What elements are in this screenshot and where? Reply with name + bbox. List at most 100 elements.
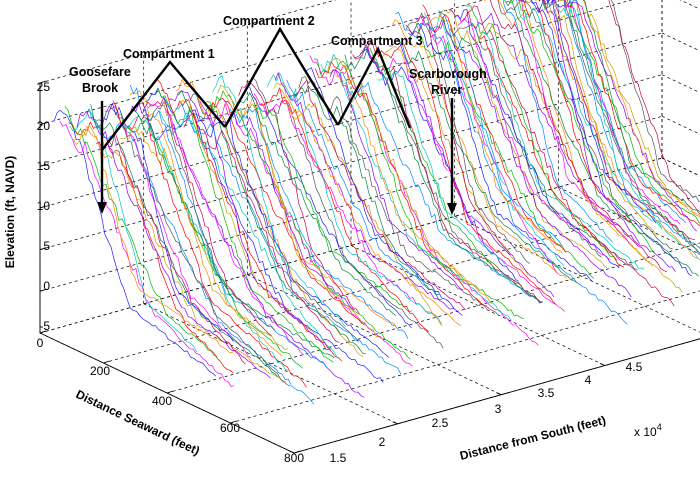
profile-line: [163, 98, 329, 349]
y-tick: [599, 363, 606, 366]
profile-line: [155, 88, 334, 363]
scarborough-arrow-head: [447, 203, 457, 215]
y-tick-label: 3: [495, 402, 502, 416]
y-tick-label: 3.5: [538, 386, 555, 400]
profile-line: [129, 84, 328, 369]
profile-line: [359, 48, 519, 282]
compartment-3-callout: [336, 46, 412, 129]
profile-line: [288, 85, 442, 300]
x-axis-label: Distance Seaward (feet): [74, 387, 202, 458]
profile-line: [335, 75, 492, 304]
y-tick-label: 2.5: [432, 416, 449, 430]
profile-line: [112, 100, 307, 388]
profile-line: [454, 8, 620, 269]
z-tick-labels: 25 20 15 10 5 0 -5: [37, 80, 51, 333]
profile-line: [582, 0, 700, 212]
profile-line: [68, 121, 234, 374]
profile-line: [304, 67, 455, 309]
x-tick: [166, 390, 174, 394]
annotation-compartment-1: Compartment 1: [123, 47, 215, 61]
profile-line: [457, 17, 611, 260]
profile-line: [505, 0, 655, 253]
profile-line: [298, 76, 500, 316]
y-tick-label: 1.5: [330, 451, 347, 465]
profile-line: [388, 39, 555, 298]
profile-line: [502, 0, 613, 243]
profile-line: [168, 90, 331, 350]
x-tick-label: 800: [284, 451, 304, 465]
annotation-goosefare: Goosefare: [69, 65, 131, 79]
profile-line: [111, 102, 303, 369]
profile-line: [374, 42, 557, 305]
profile-line: [541, 0, 700, 255]
profile-line: [105, 106, 252, 359]
profile-line: [147, 103, 305, 356]
x-tick: [293, 450, 301, 454]
z-tick: [39, 288, 47, 292]
grid-layer: [39, 0, 700, 454]
profile-line: [538, 0, 696, 240]
z-axis-label: Elevation (ft, NAVD): [3, 156, 17, 268]
profile-line: [391, 19, 568, 279]
profile-line: [438, 14, 563, 255]
z-tick: [39, 80, 47, 84]
profile-line: [90, 104, 279, 378]
profile-line: [519, 0, 631, 224]
z-tick-label: 15: [37, 159, 51, 173]
profile-line: [550, 0, 697, 232]
profile-line: [422, 4, 566, 253]
profile-line: [157, 79, 342, 362]
profile-line: [520, 0, 630, 245]
profile-line: [191, 109, 390, 358]
profile-line: [490, 0, 668, 273]
profile-line: [159, 110, 338, 359]
profile-line: [237, 92, 397, 316]
profile-line: [468, 11, 625, 268]
y-tick-label: 2: [379, 435, 386, 449]
x-tick: [39, 330, 47, 334]
profile-line: [342, 72, 543, 304]
profile-line: [83, 125, 233, 353]
y-tick-label: 4: [585, 373, 592, 387]
profile-line: [224, 100, 355, 310]
z-tick-label: 5: [43, 239, 50, 253]
profile-line: [145, 87, 384, 383]
x-tick: [103, 360, 110, 364]
grid-line: [454, 215, 700, 333]
y-axis-label: Distance from South (feet): [458, 413, 607, 463]
profile-line: [554, 0, 700, 217]
profile-line: [95, 132, 246, 365]
profile-line: [286, 79, 440, 296]
profile-line: [430, 19, 632, 298]
x-tick: [230, 420, 237, 424]
profile-line: [59, 120, 235, 387]
annotation-compartment-3: Compartment 3: [331, 34, 423, 48]
y-tick: [496, 392, 502, 396]
profile-line: [415, 22, 594, 279]
y-axis-multiplier: x 104: [634, 422, 662, 439]
y-tick-labels: 1.5 2 2.5 3 3.5 4 4.5: [330, 360, 643, 465]
profile-line: [518, 0, 640, 244]
profile-line: [530, 0, 692, 277]
annotation-scarborough-line2: River: [431, 83, 462, 97]
profile-line: [329, 69, 464, 291]
profile-line: [518, 0, 700, 261]
profile-line: [315, 61, 488, 309]
profile-line: [408, 22, 593, 282]
profile-line: [541, 0, 700, 249]
x-tick-label: 200: [90, 364, 110, 378]
profile-line: [520, 0, 657, 236]
profile-line: [555, 0, 687, 224]
y-tick: [392, 421, 398, 425]
profile-line: [212, 75, 346, 328]
profile-line: [226, 97, 396, 326]
profile-line: [141, 97, 272, 337]
profile-line: [96, 105, 291, 387]
profile-line: [314, 58, 524, 319]
profile-line: [399, 40, 578, 284]
profile-line: [246, 77, 444, 349]
compartment-2-callout: [223, 26, 340, 128]
z-tick: [39, 163, 47, 167]
profile-line: [178, 90, 366, 355]
